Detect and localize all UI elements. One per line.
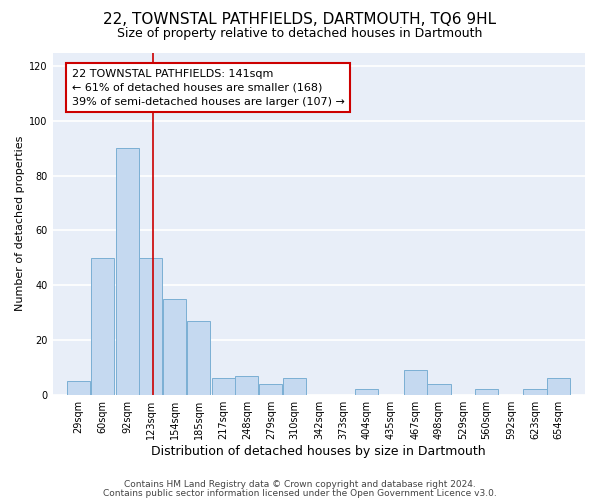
Bar xyxy=(283,378,306,394)
X-axis label: Distribution of detached houses by size in Dartmouth: Distribution of detached houses by size … xyxy=(151,444,486,458)
Text: Contains HM Land Registry data © Crown copyright and database right 2024.: Contains HM Land Registry data © Crown c… xyxy=(124,480,476,489)
Bar xyxy=(259,384,283,394)
Y-axis label: Number of detached properties: Number of detached properties xyxy=(15,136,25,312)
Bar xyxy=(427,384,451,394)
Bar xyxy=(91,258,114,394)
Text: 22 TOWNSTAL PATHFIELDS: 141sqm
← 61% of detached houses are smaller (168)
39% of: 22 TOWNSTAL PATHFIELDS: 141sqm ← 61% of … xyxy=(71,69,344,107)
Bar xyxy=(475,389,498,394)
Bar xyxy=(235,376,259,394)
Bar xyxy=(67,381,90,394)
Bar xyxy=(404,370,427,394)
Bar xyxy=(163,299,186,394)
Bar xyxy=(116,148,139,394)
Text: Size of property relative to detached houses in Dartmouth: Size of property relative to detached ho… xyxy=(118,28,482,40)
Text: Contains public sector information licensed under the Open Government Licence v3: Contains public sector information licen… xyxy=(103,489,497,498)
Text: 22, TOWNSTAL PATHFIELDS, DARTMOUTH, TQ6 9HL: 22, TOWNSTAL PATHFIELDS, DARTMOUTH, TQ6 … xyxy=(103,12,497,28)
Bar xyxy=(547,378,571,394)
Bar xyxy=(212,378,235,394)
Bar xyxy=(139,258,163,394)
Bar xyxy=(187,321,210,394)
Bar xyxy=(523,389,547,394)
Bar xyxy=(355,389,379,394)
